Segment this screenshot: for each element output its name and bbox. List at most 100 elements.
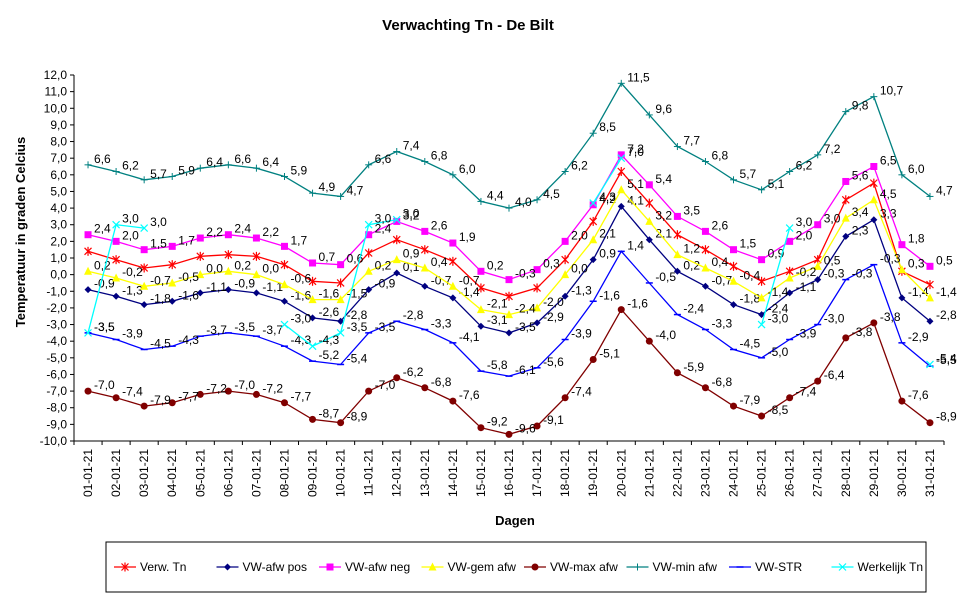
data-point (561, 394, 569, 402)
data-point (196, 390, 204, 398)
data-label: 2,1 (655, 227, 672, 241)
data-label: -3,0 (290, 312, 311, 326)
data-label: 1,7 (290, 233, 307, 247)
data-label: -5,2 (319, 348, 340, 362)
legend-marker (428, 562, 437, 571)
data-point (701, 384, 709, 392)
data-label: 6,8 (711, 149, 728, 163)
y-tick-label: 4,0 (50, 201, 67, 215)
series-5: 6,6 6,2 5,7 5,9 6,4 6,6 6,4 5,9 4,9 4,7 6,6 7,4 6,8 6… (84, 70, 953, 212)
data-point (309, 314, 317, 322)
data-point (617, 79, 625, 87)
data-label: 9,6 (655, 102, 672, 116)
data-point (589, 201, 597, 209)
data-point (645, 337, 653, 345)
y-tick-label: -1,0 (46, 284, 67, 298)
data-point (757, 293, 766, 302)
data-point (337, 261, 345, 269)
data-label: -1,8 (150, 292, 171, 306)
data-label: 7,2 (627, 142, 644, 156)
data-point (814, 151, 822, 159)
data-point (140, 224, 149, 232)
data-label: -0,7 (431, 273, 452, 287)
y-tick-label: 8,0 (50, 135, 67, 149)
data-label: 7,4 (403, 139, 420, 153)
data-point (112, 167, 120, 175)
data-label: -0,3 (515, 267, 536, 281)
data-point (533, 283, 541, 293)
data-label: 6,6 (234, 152, 251, 166)
data-point (280, 399, 288, 407)
data-label: -0,3 (880, 252, 901, 266)
data-label: -0,7 (711, 273, 732, 287)
data-label: 7,7 (683, 134, 700, 148)
data-point (842, 334, 850, 342)
series-line (760, 227, 791, 325)
data-point (224, 161, 232, 169)
data-label: 0,4 (711, 255, 728, 269)
x-axis-title: Dagen (495, 513, 535, 528)
data-label: 1,2 (683, 242, 700, 256)
data-label: -3,8 (880, 310, 901, 324)
data-point (140, 301, 148, 309)
x-tick-label: 18-01-21 (558, 449, 572, 497)
data-point (280, 260, 289, 270)
x-tick-label: 09-01-21 (306, 449, 320, 497)
data-point (393, 269, 401, 277)
data-point (140, 246, 148, 254)
data-label: -1,8 (740, 292, 761, 306)
data-point (869, 195, 878, 204)
data-label: 3,0 (150, 215, 167, 229)
y-tick-label: 9,0 (50, 118, 67, 132)
data-point (392, 215, 401, 224)
data-point (561, 270, 570, 279)
legend-label: VW-STR (755, 560, 802, 574)
data-point (84, 246, 92, 256)
data-label: 2,4 (375, 222, 392, 236)
x-tick-label: 21-01-21 (642, 449, 656, 497)
data-point (421, 384, 429, 392)
y-tick-label: 2,0 (50, 234, 67, 248)
data-point (392, 255, 401, 264)
data-point (196, 251, 205, 261)
data-label: -9,2 (487, 415, 508, 429)
data-label: 3,5 (683, 203, 700, 217)
data-label: -5,8 (487, 358, 508, 372)
y-tick-label: -6,0 (46, 367, 67, 381)
data-label: -7,7 (290, 390, 311, 404)
data-label: 0,3 (908, 257, 925, 271)
data-point (870, 93, 878, 101)
y-tick-label: -8,0 (46, 401, 67, 415)
series-6: -3,5 -3,9-4,5 -4,3-3,7 -3,5 -3,7-4,3-5,2 -5,4… (84, 238, 957, 377)
data-label: -0,3 (852, 267, 873, 281)
y-tick-label: 10,0 (44, 101, 68, 115)
data-point (617, 202, 625, 210)
data-label: 6,2 (122, 158, 139, 172)
legend-item: VW-afw pos (216, 560, 307, 574)
data-point (84, 286, 92, 294)
data-point (673, 143, 681, 151)
data-label: -0,9 (234, 277, 255, 291)
data-point (870, 163, 878, 170)
series-line (87, 82, 931, 209)
data-label: 6,8 (431, 149, 448, 163)
data-point (140, 263, 149, 273)
data-point (841, 195, 850, 205)
data-label: 2,6 (711, 218, 728, 232)
data-label: 5,9 (178, 163, 195, 177)
data-point (561, 237, 569, 245)
data-point (701, 263, 710, 272)
data-label: -0,6 (290, 272, 311, 286)
data-point (589, 355, 597, 363)
data-point (898, 397, 906, 405)
data-label: 2,3 (852, 223, 869, 237)
data-point (673, 212, 681, 220)
data-label: -7,0 (234, 378, 255, 392)
x-tick-label: 06-01-21 (221, 449, 235, 497)
series-4: -7,0 -7,4 -7,9 -7,7 -7,2 -7,0 -7,2 -7,7 -8,7 -8,9… (84, 297, 957, 438)
data-point (364, 266, 373, 275)
data-point (786, 167, 794, 175)
data-label: -4,3 (290, 333, 311, 347)
data-point (898, 171, 906, 179)
x-tick-label: 08-01-21 (277, 449, 291, 497)
